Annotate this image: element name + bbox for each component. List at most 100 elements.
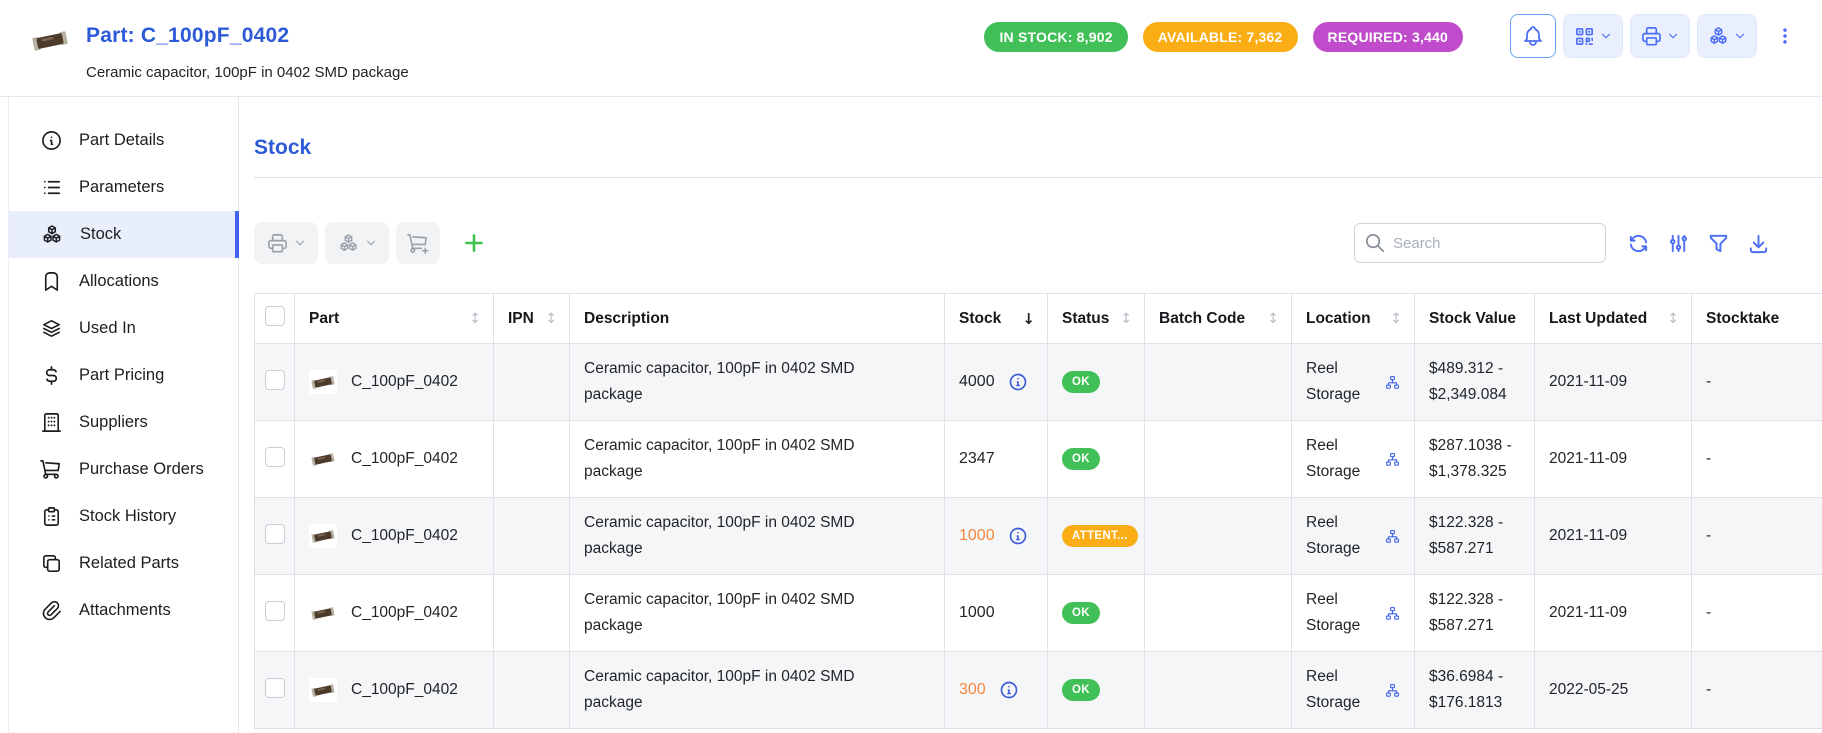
required-badge: REQUIRED: 3,440 [1312, 22, 1463, 52]
paperclip-icon [40, 599, 63, 622]
sitemap-icon[interactable] [1385, 375, 1400, 390]
available-badge: AVAILABLE: 7,362 [1142, 22, 1298, 52]
stock-quantity: 2347 [959, 450, 995, 467]
ipn-cell [493, 343, 570, 421]
column-header-status[interactable]: Status ↕ [1047, 293, 1145, 344]
sitemap-icon[interactable] [1385, 606, 1400, 621]
print-actions-button[interactable] [254, 222, 318, 264]
sidebar-item-attachments[interactable]: Attachments [9, 587, 238, 634]
select-all-checkbox[interactable] [264, 306, 285, 326]
filter-button[interactable] [1707, 232, 1730, 255]
chevron-down-icon [1666, 29, 1680, 43]
table-row[interactable]: C_100pF_0402 Ceramic capacitor, 100pF in… [254, 420, 1822, 498]
more-menu-button[interactable] [1774, 14, 1796, 58]
part-description: Ceramic capacitor, 100pF in 0402 SMD pac… [86, 64, 409, 81]
part-header: Part: C_100pF_0402 Ceramic capacitor, 10… [0, 0, 1822, 97]
last-updated-cell: 2021-11-09 [1534, 343, 1692, 421]
row-checkbox[interactable] [264, 523, 285, 544]
part-thumbnail [309, 370, 337, 394]
page-title: Part: C_100pF_0402 [86, 24, 290, 47]
part-name: C_100pF_0402 [351, 450, 458, 467]
subscribe-button[interactable] [1510, 14, 1556, 58]
column-header-part[interactable]: Part ↕ [294, 293, 494, 344]
sidebar-item-stock-history[interactable]: Stock History [9, 493, 238, 540]
stock-actions-button[interactable] [325, 222, 389, 264]
packages-icon [337, 232, 360, 255]
description-cell: Ceramic capacitor, 100pF in 0402 SMD pac… [569, 420, 945, 498]
table-row[interactable]: C_100pF_0402 Ceramic capacitor, 100pF in… [254, 574, 1822, 652]
table-row[interactable]: C_100pF_0402 Ceramic capacitor, 100pF in… [254, 343, 1822, 421]
ipn-cell [493, 651, 570, 729]
shopping-cart-icon [40, 458, 63, 481]
part-thumbnail [309, 601, 337, 625]
barcode-actions-button[interactable] [1563, 14, 1623, 58]
dots-vertical-icon [1775, 23, 1795, 49]
stock-quantity: 4000 [959, 373, 995, 390]
column-header-last-updated[interactable]: Last Updated ↕ [1534, 293, 1692, 344]
stack-icon [40, 317, 63, 340]
stock-value-cell: $122.328 - $587.271 [1414, 497, 1535, 575]
info-circle-icon[interactable] [999, 680, 1019, 700]
bookmark-icon [40, 270, 63, 293]
row-checkbox[interactable] [264, 600, 285, 621]
sitemap-icon[interactable] [1385, 683, 1400, 698]
refresh-button[interactable] [1627, 232, 1650, 255]
column-header-location[interactable]: Location ↕ [1291, 293, 1415, 344]
column-header-batch-code[interactable]: Batch Code ↕ [1144, 293, 1292, 344]
sidebar-item-allocations[interactable]: Allocations [9, 258, 238, 305]
part-thumbnail-image[interactable] [30, 25, 70, 57]
sitemap-icon[interactable] [1385, 529, 1400, 544]
search-input[interactable] [1354, 223, 1606, 263]
status-badge: OK [1062, 448, 1100, 470]
panel-heading: Stock [254, 136, 312, 159]
sidebar-item-part-details[interactable]: Part Details [9, 117, 238, 164]
row-checkbox[interactable] [264, 369, 285, 390]
part-thumbnail [309, 678, 337, 702]
batch-code-cell [1144, 497, 1292, 575]
sidebar-item-part-pricing[interactable]: Part Pricing [9, 352, 238, 399]
sidebar-item-parameters[interactable]: Parameters [9, 164, 238, 211]
sitemap-icon[interactable] [1385, 452, 1400, 467]
table-row[interactable]: C_100pF_0402 Ceramic capacitor, 100pF in… [254, 651, 1822, 729]
column-header-stocktake[interactable]: Stocktake [1691, 293, 1822, 344]
info-circle-icon[interactable] [1008, 372, 1028, 392]
table-options-button[interactable] [1667, 232, 1690, 255]
row-checkbox[interactable] [264, 677, 285, 698]
copy-icon [40, 552, 63, 575]
stocktake-cell: - [1691, 420, 1822, 498]
sidebar-item-used-in[interactable]: Used In [9, 305, 238, 352]
status-badge: OK [1062, 679, 1100, 701]
column-header-description[interactable]: Description [569, 293, 945, 344]
sidebar-item-stock[interactable]: Stock [9, 211, 239, 258]
stocktake-cell: - [1691, 574, 1822, 652]
chevron-down-icon [1733, 29, 1747, 43]
add-stock-button[interactable] [461, 230, 487, 256]
stock-value-cell: $36.6984 - $176.1813 [1414, 651, 1535, 729]
column-header-stock-value[interactable]: Stock Value [1414, 293, 1535, 344]
stock-quantity: 300 [959, 681, 986, 698]
status-badge: OK [1062, 371, 1100, 393]
description-cell: Ceramic capacitor, 100pF in 0402 SMD pac… [569, 497, 945, 575]
cart-plus-icon [407, 232, 430, 255]
info-circle-icon[interactable] [1008, 526, 1028, 546]
print-actions-button[interactable] [1630, 14, 1690, 58]
funnel-icon [1707, 232, 1730, 255]
sort-icon: ↕ [1120, 310, 1132, 327]
sidebar-item-suppliers[interactable]: Suppliers [9, 399, 238, 446]
qrcode-icon [1573, 25, 1596, 48]
printer-icon [1640, 25, 1663, 48]
row-checkbox[interactable] [264, 446, 285, 467]
sidebar-item-purchase-orders[interactable]: Purchase Orders [9, 446, 238, 493]
sidebar-item-related-parts[interactable]: Related Parts [9, 540, 238, 587]
sort-icon: ↕ [1267, 310, 1279, 327]
column-header-stock[interactable]: Stock ↓ [944, 293, 1048, 344]
packages-icon [40, 223, 64, 247]
stock-actions-button[interactable] [1697, 14, 1757, 58]
table-row[interactable]: C_100pF_0402 Ceramic capacitor, 100pF in… [254, 497, 1822, 575]
stocktake-cell: - [1691, 343, 1822, 421]
order-stock-button[interactable] [396, 222, 440, 264]
chevron-down-icon [1599, 29, 1613, 43]
column-header-ipn[interactable]: IPN ↕ [493, 293, 570, 344]
last-updated-cell: 2022-05-25 [1534, 651, 1692, 729]
download-button[interactable] [1747, 232, 1770, 255]
